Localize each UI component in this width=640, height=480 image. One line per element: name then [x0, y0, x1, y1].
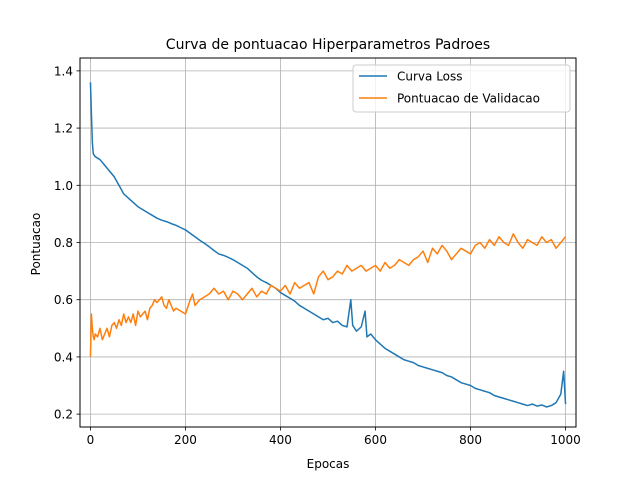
x-tick-label: 200: [174, 433, 197, 447]
y-tick-label: 0.6: [54, 293, 73, 307]
y-tick-label: 0.2: [54, 408, 73, 422]
legend-label: Pontuacao de Validacao: [397, 92, 540, 106]
y-tick-label: 0.8: [54, 236, 73, 250]
y-axis-label: Pontuacao: [29, 213, 43, 276]
y-tick-label: 1.2: [54, 122, 73, 136]
series-line-2: [89, 233, 567, 357]
series-line-1: [89, 82, 567, 408]
chart-title: Curva de pontuacao Hiperparametros Padro…: [166, 37, 490, 53]
legend-box: [352, 64, 571, 113]
axis-ticks: 0 200 400 600 800 1000 0.2 0.4 0.6 0.8 1.0 1.2 1.4: [54, 64, 581, 447]
series-group: [89, 82, 567, 408]
x-tick-label: 400: [269, 433, 292, 447]
x-tick-label: 1000: [550, 433, 581, 447]
x-tick-label: 800: [459, 433, 482, 447]
legend-label: Curva Loss: [397, 70, 463, 84]
x-axis-label: Epocas: [307, 457, 350, 471]
y-tick-label: 1.0: [54, 179, 73, 193]
x-tick-label: 0: [87, 433, 95, 447]
y-tick-label: 1.4: [54, 64, 73, 78]
x-tick-label: 600: [364, 433, 387, 447]
y-tick-label: 0.4: [54, 350, 73, 364]
legend: Curva Loss Pontuacao de Validacao: [352, 64, 571, 113]
